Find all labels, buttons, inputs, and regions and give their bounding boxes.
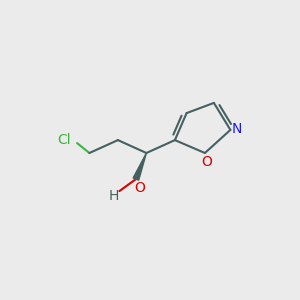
Text: N: N bbox=[232, 122, 242, 136]
Text: O: O bbox=[134, 181, 145, 194]
Text: H: H bbox=[109, 190, 119, 203]
Polygon shape bbox=[133, 153, 146, 180]
Text: Cl: Cl bbox=[57, 133, 71, 146]
Text: O: O bbox=[201, 155, 212, 169]
